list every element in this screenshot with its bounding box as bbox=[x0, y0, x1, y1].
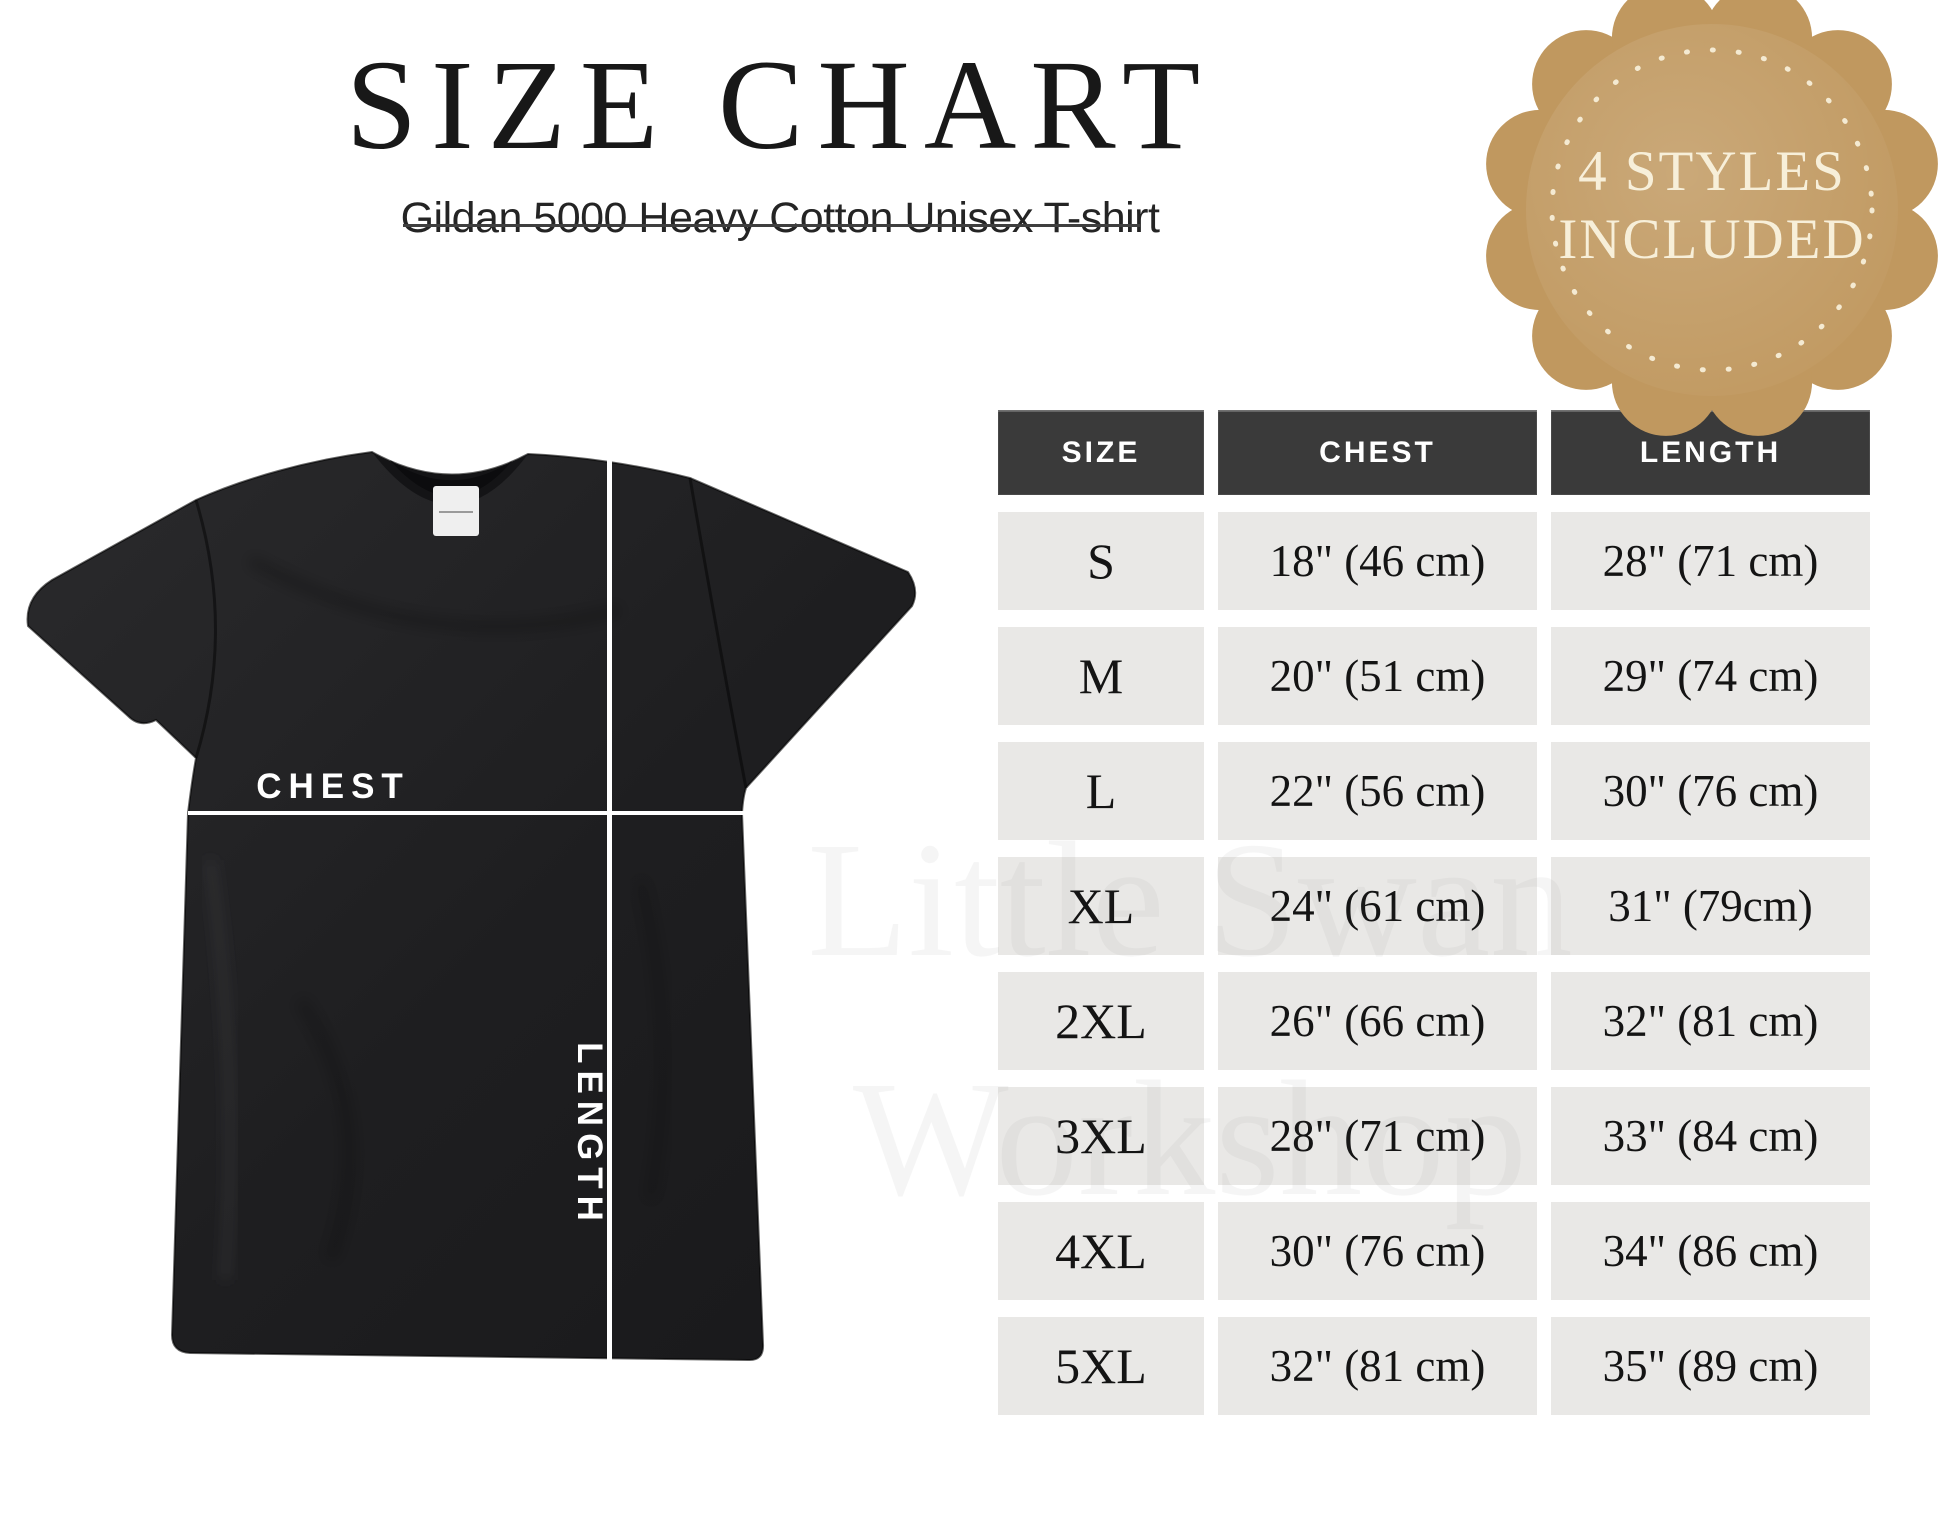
styles-badge: 4 STYLES INCLUDED bbox=[1477, 0, 1946, 448]
size-cell: 2XL bbox=[998, 972, 1204, 1070]
chest-cell: 26" (66 cm) bbox=[1218, 972, 1537, 1070]
size-cell: XL bbox=[998, 857, 1204, 955]
length-cell: 29" (74 cm) bbox=[1551, 627, 1870, 725]
length-cell: 33" (84 cm) bbox=[1551, 1087, 1870, 1185]
size-cell: 3XL bbox=[998, 1087, 1204, 1185]
collar-band bbox=[372, 452, 528, 505]
styles-badge-svg: 4 STYLES INCLUDED bbox=[1486, 0, 1938, 436]
size-cell: 4XL bbox=[998, 1202, 1204, 1300]
chest-cell: 24" (61 cm) bbox=[1218, 857, 1537, 955]
header-cell-size: SIZE bbox=[998, 410, 1204, 495]
collar-opening bbox=[390, 460, 512, 497]
header-cell-chest: CHEST bbox=[1218, 410, 1537, 495]
length-cell: 34" (86 cm) bbox=[1551, 1202, 1870, 1300]
length-cell: 28" (71 cm) bbox=[1551, 512, 1870, 610]
size-cell: L bbox=[998, 742, 1204, 840]
length-cell: 30" (76 cm) bbox=[1551, 742, 1870, 840]
length-cell: 32" (81 cm) bbox=[1551, 972, 1870, 1070]
size-table: SIZE CHEST LENGTH S 18" (46 cm) 28" (71 … bbox=[998, 410, 1870, 1415]
chest-cell: 32" (81 cm) bbox=[1218, 1317, 1537, 1415]
length-measure-line bbox=[607, 456, 612, 1360]
length-cell: 35" (89 cm) bbox=[1551, 1317, 1870, 1415]
badge-text-line1: 4 STYLES bbox=[1578, 140, 1846, 203]
tshirt-body bbox=[26, 450, 917, 1362]
title-divider bbox=[403, 224, 1141, 227]
wrinkle-highlight bbox=[206, 859, 234, 1281]
chest-measure-line bbox=[188, 811, 744, 815]
right-sleeve-seam bbox=[688, 477, 748, 789]
wrinkle bbox=[247, 555, 622, 632]
chest-cell: 20" (51 cm) bbox=[1218, 627, 1537, 725]
wrinkle bbox=[635, 878, 668, 1201]
badge-text-line2: INCLUDED bbox=[1558, 208, 1865, 271]
page-title: SIZE CHART bbox=[345, 34, 1215, 176]
size-cell: 5XL bbox=[998, 1317, 1204, 1415]
wrinkle bbox=[295, 996, 356, 1263]
chest-cell: 22" (56 cm) bbox=[1218, 742, 1537, 840]
size-cell: M bbox=[998, 627, 1204, 725]
badge-dotted-ring bbox=[1549, 47, 1875, 373]
page-subtitle: Gildan 5000 Heavy Cotton Unisex T-shirt bbox=[400, 194, 1160, 243]
chest-cell: 30" (76 cm) bbox=[1218, 1202, 1537, 1300]
length-cell: 31" (79cm) bbox=[1551, 857, 1870, 955]
chest-cell: 28" (71 cm) bbox=[1218, 1087, 1537, 1185]
tshirt-graphic: CHEST LENGTH bbox=[0, 360, 950, 1440]
header-cell-length: LENGTH bbox=[1551, 410, 1870, 495]
length-label: LENGTH bbox=[570, 1042, 609, 1228]
chest-cell: 18" (46 cm) bbox=[1218, 512, 1537, 610]
tshirt-svg: CHEST LENGTH bbox=[26, 450, 917, 1362]
page-header: SIZE CHART Gildan 5000 Heavy Cotton Unis… bbox=[0, 0, 1560, 243]
size-cell: S bbox=[998, 512, 1204, 610]
chest-label: CHEST bbox=[256, 767, 410, 806]
badge-shine bbox=[1526, 24, 1898, 396]
left-sleeve-seam bbox=[194, 499, 217, 759]
